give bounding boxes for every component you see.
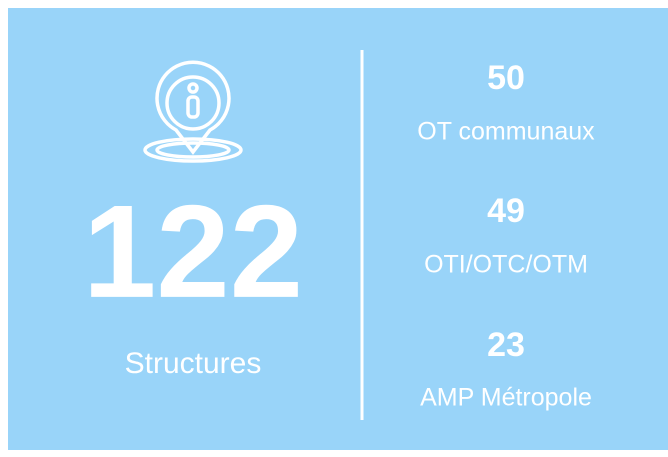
- item-value: 50: [487, 59, 525, 97]
- panel: [8, 8, 668, 450]
- item-value: 49: [487, 192, 525, 230]
- item-label: OTI/OTC/OTM: [424, 251, 588, 279]
- main-label: Structures: [125, 347, 262, 380]
- item-label: OT communaux: [417, 118, 595, 146]
- info-pin-icon: [143, 60, 243, 163]
- item-value: 23: [487, 326, 525, 364]
- main-value: 122: [83, 178, 303, 325]
- item-label: AMP Métropole: [420, 384, 592, 412]
